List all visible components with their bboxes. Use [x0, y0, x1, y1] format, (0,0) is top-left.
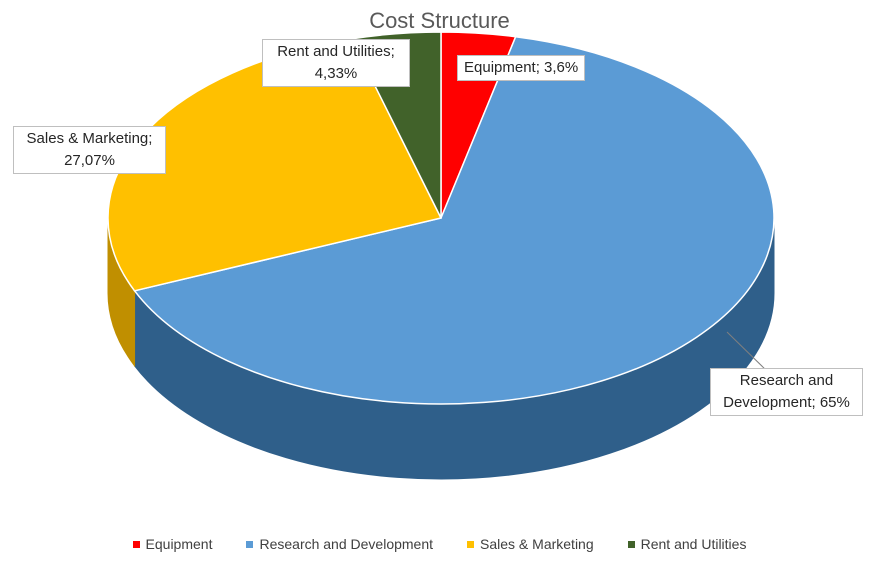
data-label-text: Rent and Utilities; 4,33%: [277, 43, 395, 82]
data-label-research-development: Research and Development; 65%: [710, 368, 863, 416]
legend-swatch: [246, 540, 254, 548]
legend-label: Equipment: [145, 536, 213, 552]
legend-swatch: [132, 540, 140, 548]
data-label-text: Equipment; 3,6%: [464, 59, 579, 76]
legend-label: Research and Development: [259, 536, 434, 552]
data-label-text: Sales & Marketing; 27,07%: [26, 130, 153, 169]
data-label-sales-marketing: Sales & Marketing; 27,07%: [13, 126, 166, 174]
data-label-text: Research and Development; 65%: [723, 372, 850, 411]
data-label-equipment: Equipment; 3,6%: [457, 55, 586, 81]
chart-legend: Equipment Research and Development Sales…: [0, 536, 879, 552]
chart-title: Cost Structure: [369, 8, 510, 33]
legend-item-equipment: Equipment: [132, 536, 213, 552]
legend-swatch: [627, 540, 635, 548]
pie-slice-research-and-development: [133, 35, 775, 405]
legend-item-rent-and-utilities: Rent and Utilities: [627, 536, 747, 552]
legend-item-research-and-development: Research and Development: [246, 536, 433, 552]
data-label-rent-and-utilities: Rent and Utilities; 4,33%: [262, 39, 410, 87]
leader-line-research-and-development: [726, 331, 769, 373]
legend-label: Rent and Utilities: [640, 536, 747, 552]
legend-item-sales-marketing: Sales & Marketing: [467, 536, 594, 552]
legend-swatch: [467, 540, 475, 548]
legend-label: Sales & Marketing: [480, 536, 594, 552]
